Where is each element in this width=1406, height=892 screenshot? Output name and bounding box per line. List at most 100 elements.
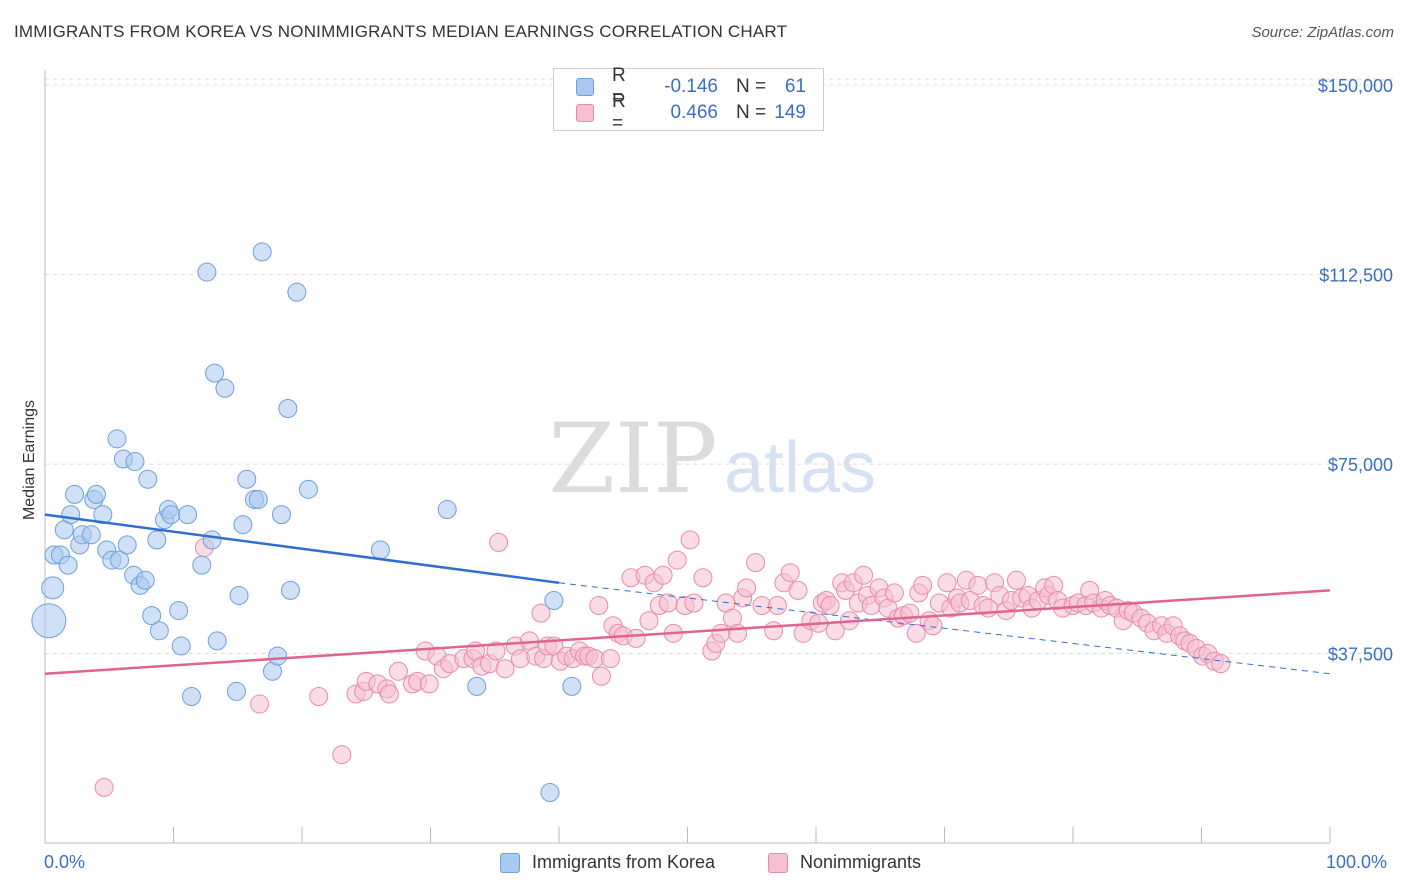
- korea-point: [117, 535, 137, 555]
- korea-point: [171, 636, 191, 656]
- legend-item-korea[interactable]: Immigrants from Korea: [500, 852, 715, 873]
- korea-point: [192, 555, 212, 575]
- nonimmigrant-point: [680, 530, 700, 550]
- nonimmigrant-point: [667, 550, 687, 570]
- nonimmigrant-point: [250, 694, 270, 714]
- nonimmigrant-point: [1211, 654, 1231, 674]
- nonimmigrant-point: [626, 628, 646, 648]
- nonimmigrant-point: [884, 583, 904, 603]
- nonimmigrants-swatch: [576, 104, 594, 122]
- korea-point: [58, 555, 78, 575]
- r-value: 0.466: [670, 102, 718, 123]
- korea-point: [268, 646, 288, 666]
- nonimmigrant-point: [913, 575, 933, 595]
- nonimmigrant-point: [780, 563, 800, 583]
- korea-point: [278, 399, 298, 419]
- korea-point: [271, 505, 291, 525]
- korea-point: [178, 505, 198, 525]
- korea-point: [181, 686, 201, 706]
- korea-point: [149, 621, 169, 641]
- korea-point: [147, 530, 167, 550]
- korea-points: [31, 242, 582, 802]
- grid: [45, 78, 1395, 655]
- korea-point: [41, 576, 65, 600]
- nonimmigrant-point: [600, 649, 620, 669]
- korea-trend-extension: [558, 582, 1331, 675]
- korea-point: [207, 631, 227, 651]
- nonimmigrant-point: [923, 616, 943, 636]
- korea-point: [125, 452, 145, 472]
- nonimmigrant-point: [1006, 570, 1026, 590]
- korea-point: [107, 429, 127, 449]
- nonimmigrant-point: [309, 686, 329, 706]
- nonimmigrant-point: [531, 603, 551, 623]
- nonimmigrant-point: [854, 565, 874, 585]
- korea-point: [93, 505, 113, 525]
- y-tick-label: $150,000: [1318, 76, 1393, 96]
- nonimmigrant-point: [746, 553, 766, 573]
- nonimmigrant-point: [419, 674, 439, 694]
- korea-point: [287, 282, 307, 302]
- nonimmigrant-point: [900, 603, 920, 623]
- y-tick-labels: $37,500 $75,000 $112,500 $150,000: [1318, 76, 1393, 664]
- chart-title: IMMIGRANTS FROM KOREA VS NONIMMIGRANTS M…: [14, 22, 788, 41]
- stats-legend: R = -0.146 N = 61 R = 0.466 N = 149: [553, 65, 824, 134]
- nonimmigrant-point: [937, 573, 957, 593]
- korea-point: [298, 479, 318, 499]
- korea-point: [215, 378, 235, 398]
- nonimmigrant-point: [388, 661, 408, 681]
- nonimmigrant-point: [968, 575, 988, 595]
- watermark-zip: ZIP: [548, 403, 717, 515]
- n-value: 61: [784, 76, 806, 97]
- n-value: 149: [774, 102, 806, 123]
- legend-label: Immigrants from Korea: [532, 852, 716, 872]
- r-label: R =: [612, 91, 626, 134]
- chart-source: Source: ZipAtlas.com: [1251, 24, 1394, 41]
- korea-point: [110, 550, 130, 570]
- nonimmigrant-point: [711, 623, 731, 643]
- n-label: N =: [736, 102, 767, 123]
- nonimmigrant-point: [94, 777, 114, 797]
- korea-point: [202, 530, 222, 550]
- korea-point: [86, 484, 106, 504]
- korea-point: [138, 469, 158, 489]
- korea-point: [197, 262, 217, 282]
- series-legend: Immigrants from Korea Nonimmigrants: [0, 852, 1406, 876]
- nonimmigrant-point: [820, 596, 840, 616]
- nonimmigrant-point: [788, 580, 808, 600]
- korea-point: [61, 505, 81, 525]
- nonimmigrant-point: [693, 568, 713, 588]
- nonimmigrant-point: [767, 596, 787, 616]
- nonimmigrant-point: [653, 565, 673, 585]
- y-tick-label: $75,000: [1328, 455, 1393, 475]
- legend-item-nonimmigrants[interactable]: Nonimmigrants: [768, 852, 921, 873]
- korea-point: [65, 484, 85, 504]
- korea-point: [562, 676, 582, 696]
- korea-point: [248, 489, 268, 509]
- korea-point: [229, 585, 249, 605]
- nonimmigrant-point: [684, 593, 704, 613]
- x-tick-max: 100.0%: [1326, 852, 1388, 872]
- nonimmigrant-point: [658, 593, 678, 613]
- trend-lines: [44, 513, 1331, 675]
- korea-point: [135, 570, 155, 590]
- legend-label: Nonimmigrants: [800, 852, 922, 872]
- nonimmigrant-point: [486, 641, 506, 661]
- korea-swatch: [500, 852, 520, 873]
- nonimmigrant-point: [495, 659, 515, 679]
- r-value: -0.146: [664, 76, 718, 97]
- nonimmigrant-point: [728, 623, 748, 643]
- korea-point: [237, 469, 257, 489]
- korea-point: [540, 782, 560, 802]
- y-tick-label: $112,500: [1319, 266, 1393, 286]
- korea-point: [467, 676, 487, 696]
- korea-trend-line: [44, 513, 560, 585]
- stats-row-korea: R = -0.146 N = 61: [576, 65, 806, 108]
- nonimmigrant-point: [379, 684, 399, 704]
- korea-point: [161, 505, 181, 525]
- korea-point: [280, 580, 300, 600]
- korea-point: [370, 540, 390, 560]
- nonimmigrant-point: [332, 745, 352, 765]
- r-label: R =: [612, 65, 626, 108]
